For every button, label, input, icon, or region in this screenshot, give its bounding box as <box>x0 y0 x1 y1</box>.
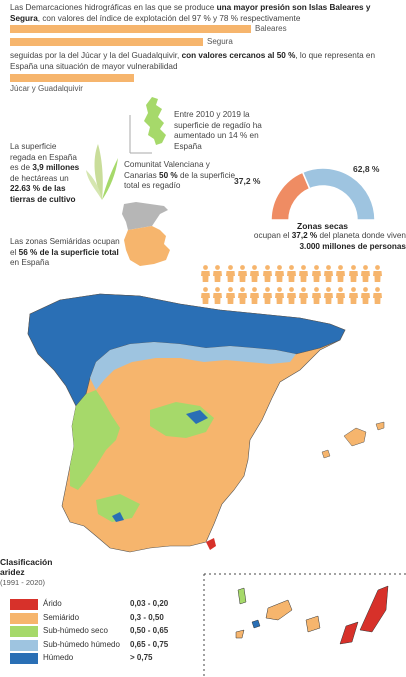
legend-swatch <box>10 599 38 610</box>
legend-swatch <box>10 612 38 624</box>
person-icon <box>299 265 309 282</box>
canary-tenerife <box>265 599 293 621</box>
legend-title: Clasificación aridez <box>0 557 53 577</box>
person-icon <box>348 287 358 304</box>
person-icon <box>336 265 346 282</box>
superficie-text: La superficie regada en España es de 3,9… <box>10 142 80 204</box>
bar-1 <box>10 38 203 46</box>
legend-range: > 0,75 <box>130 653 153 662</box>
person-icon <box>348 265 358 282</box>
person-icon <box>225 265 235 282</box>
balearic-mallorca <box>343 427 367 447</box>
person-icon <box>287 265 297 282</box>
person-icon <box>250 287 260 304</box>
person-icon <box>360 265 370 282</box>
legend-swatch <box>10 653 38 664</box>
person-icon <box>201 287 210 304</box>
person-icon <box>201 265 210 282</box>
bar-label-2: Júcar y Guadalquivir <box>10 84 83 93</box>
humid-center-mountains <box>186 410 208 424</box>
legend-period: (1991 - 2020) <box>0 578 46 587</box>
donut-label-right: 62,8 % <box>353 164 380 174</box>
person-icon <box>336 287 346 304</box>
plant-icon <box>86 144 118 200</box>
person-icon <box>311 287 321 304</box>
person-icon <box>237 265 247 282</box>
spain-aridity-map <box>27 293 406 677</box>
person-icon <box>262 287 272 304</box>
legend-item: Árido 0,03 - 0,20 <box>10 598 175 611</box>
balearic-ibiza <box>321 449 331 459</box>
donut-label-left: 37,2 % <box>234 176 261 186</box>
canary-fuerteventura <box>339 621 359 645</box>
zonas-secas-donut-chart <box>270 167 376 221</box>
zonas-secas-text: ocupan el 37,2 % del planeta donde viven… <box>253 231 406 251</box>
balearic-menorca <box>375 421 385 431</box>
legend-swatch <box>10 626 38 637</box>
legend-item: Sub-húmedo húmedo 0,65 - 0,75 <box>10 639 175 652</box>
subhumid-dry-south <box>96 494 140 522</box>
person-icon <box>274 265 284 282</box>
canary-el-hierro <box>235 629 245 639</box>
subhumid-dry-west <box>70 390 120 490</box>
canary-lanzarote <box>359 585 389 633</box>
legend-label: Sub-húmedo seco <box>43 626 108 635</box>
donut-slice-0 <box>270 171 311 221</box>
canary-la-gomera <box>251 619 261 629</box>
bar-label-1: Segura <box>207 37 233 46</box>
person-icon <box>324 265 333 282</box>
legend-item: Semiárido 0,3 - 0,50 <box>10 612 175 625</box>
arid-southeast <box>206 538 216 550</box>
legend-label: Árido <box>43 599 62 608</box>
comunitat-valenciana-map-icon <box>129 97 166 154</box>
legend-range: 0,50 - 0,65 <box>130 626 169 635</box>
legend-range: 0,3 - 0,50 <box>130 612 164 622</box>
legend-range: 0,03 - 0,20 <box>130 599 169 608</box>
person-icon <box>237 287 247 304</box>
person-icon <box>373 287 383 304</box>
spain-map-icon <box>122 202 170 266</box>
canary-la-palma <box>237 587 247 605</box>
legend-label: Sub-húmedo húmedo <box>43 639 120 649</box>
canary-gran-canaria <box>305 615 321 633</box>
canary-inset-border <box>203 573 406 677</box>
bar-2 <box>10 74 134 82</box>
person-icon <box>299 287 309 304</box>
person-icon <box>213 287 223 304</box>
person-icon <box>324 287 333 304</box>
legend-item: Húmedo > 0,75 <box>10 652 175 665</box>
zonas-secas-title: Zonas secas <box>297 221 349 231</box>
person-icon <box>225 287 235 304</box>
person-icon <box>311 265 321 282</box>
legend-item: Sub-húmedo seco 0,50 - 0,65 <box>10 625 175 638</box>
donut-slice-1 <box>301 167 376 221</box>
humid-south-patch <box>112 512 124 522</box>
intro-paragraph-1: Las Demarcaciones hidrográficas en las q… <box>10 3 371 23</box>
semiaridas-text: Las zonas Semiáridas ocupan el 56 % de l… <box>10 237 120 267</box>
person-icon <box>373 265 383 282</box>
person-icon <box>213 265 223 282</box>
regadio-text: Entre 2010 y 2019 la superficie de regad… <box>174 110 262 151</box>
bar-label-0: Baleares <box>255 24 287 33</box>
bar-0 <box>10 25 251 33</box>
legend-range: 0,65 - 0,75 <box>130 639 169 649</box>
person-icon <box>360 287 370 304</box>
legend-label: Húmedo <box>43 653 74 662</box>
legend-label: Semiárido <box>43 612 80 622</box>
comunitat-text: Comunitat Valenciana y Canarias 50 % de … <box>124 160 236 190</box>
person-icon <box>250 265 260 282</box>
person-icon <box>262 265 272 282</box>
legend-swatch <box>10 639 38 651</box>
person-icon <box>274 287 284 304</box>
person-icon <box>287 287 297 304</box>
subhumid-humid-band <box>90 342 296 390</box>
intro-paragraph-2: seguidas por la del Júcar y la del Guada… <box>10 51 376 71</box>
